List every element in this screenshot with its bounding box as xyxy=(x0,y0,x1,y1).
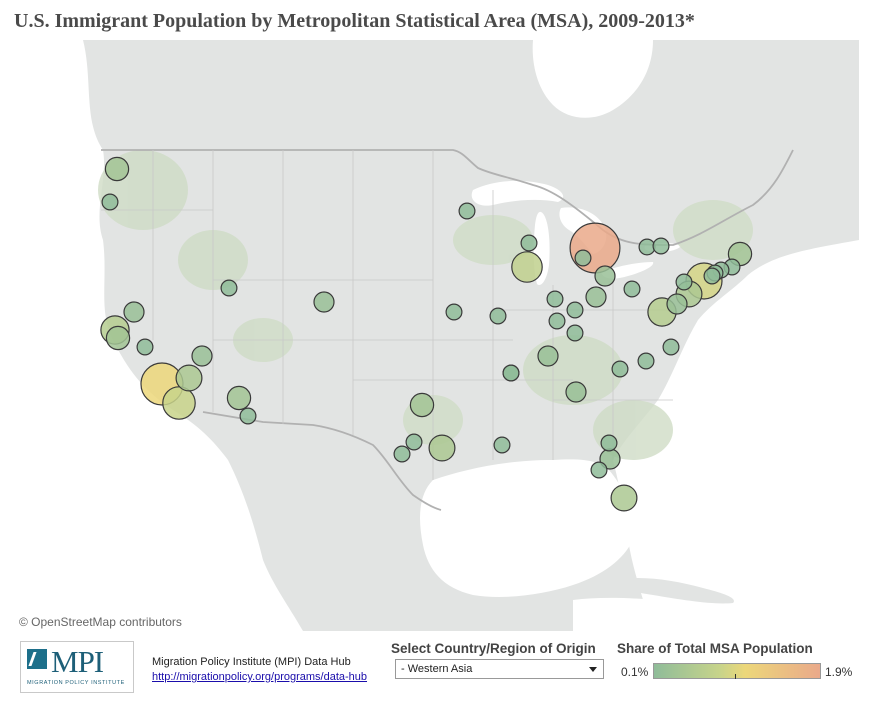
msa-marker-dallas[interactable] xyxy=(409,392,435,418)
pacific-ocean xyxy=(13,40,303,631)
msa-marker-denver[interactable] xyxy=(313,291,335,313)
msa-marker-omaha[interactable] xyxy=(445,303,463,321)
msa-marker-tucson[interactable] xyxy=(239,407,257,425)
msa-marker-san-jose[interactable] xyxy=(105,325,131,351)
msa-marker-tampa[interactable] xyxy=(590,461,608,479)
msa-marker-rochester[interactable] xyxy=(652,237,670,255)
msa-marker-portland[interactable] xyxy=(101,193,119,211)
us-mexico-border xyxy=(202,411,442,511)
msa-marker-san-diego[interactable] xyxy=(162,386,196,420)
msa-marker-cleveland[interactable] xyxy=(594,265,616,287)
msa-marker-minneapolis[interactable] xyxy=(458,202,476,220)
msa-marker-bridgeport[interactable] xyxy=(703,267,721,285)
msa-marker-columbus[interactable] xyxy=(585,286,607,308)
msa-marker-raleigh[interactable] xyxy=(637,352,655,370)
legend-title: Share of Total MSA Population xyxy=(617,641,813,656)
msa-marker-las-vegas[interactable] xyxy=(191,345,213,367)
msa-marker-louisville[interactable] xyxy=(566,324,584,342)
cuba xyxy=(613,577,734,604)
caribbean-sea xyxy=(573,597,859,631)
origin-select-value: - Western Asia xyxy=(401,663,473,675)
msa-marker-toledo[interactable] xyxy=(574,249,592,267)
msa-marker-san-antonio[interactable] xyxy=(393,445,411,463)
msa-marker-kansas-city[interactable] xyxy=(489,307,507,325)
msa-marker-baltimore[interactable] xyxy=(666,293,688,315)
msa-marker-riverside[interactable] xyxy=(175,364,203,392)
msa-marker-pittsburgh[interactable] xyxy=(623,280,641,298)
msa-markers xyxy=(100,156,753,512)
msa-marker-fresno[interactable] xyxy=(136,338,154,356)
msa-marker-charlotte[interactable] xyxy=(611,360,629,378)
origin-select-label: Select Country/Region of Origin xyxy=(391,641,596,656)
msa-marker-salt-lake-city[interactable] xyxy=(220,279,238,297)
chevron-down-icon xyxy=(589,667,597,672)
data-hub-name: Migration Policy Institute (MPI) Data Hu… xyxy=(152,656,351,668)
msa-marker-sacramento[interactable] xyxy=(123,301,145,323)
msa-marker-milwaukee[interactable] xyxy=(520,234,538,252)
msa-marker-richmond[interactable] xyxy=(662,338,680,356)
data-hub-link[interactable]: http://migrationpolicy.org/programs/data… xyxy=(152,671,368,683)
mpi-logo-subtext: MIGRATION POLICY INSTITUTE xyxy=(27,680,125,686)
legend-color-ramp xyxy=(653,663,821,679)
msa-marker-austin[interactable] xyxy=(405,433,423,451)
msa-marker-oklahoma-city[interactable] xyxy=(502,364,520,382)
map-attribution[interactable]: © OpenStreetMap contributors xyxy=(17,615,184,629)
msa-marker-houston[interactable] xyxy=(428,434,456,462)
mpi-logo[interactable]: MPI MIGRATION POLICY INSTITUTE xyxy=(20,641,134,693)
legend-max-label: 1.9% xyxy=(825,665,853,679)
msa-marker-miami[interactable] xyxy=(610,484,638,512)
msa-marker-atlanta[interactable] xyxy=(565,381,587,403)
msa-marker-seattle[interactable] xyxy=(104,156,130,182)
page-title: U.S. Immigrant Population by Metropolita… xyxy=(14,10,695,32)
msa-marker-st-louis[interactable] xyxy=(548,312,566,330)
msa-marker-buffalo[interactable] xyxy=(638,238,656,256)
legend-min-label: 0.1% xyxy=(621,665,649,679)
msa-marker-detroit[interactable] xyxy=(569,222,621,274)
msa-marker-indianapolis[interactable] xyxy=(546,290,564,308)
msa-marker-chicago[interactable] xyxy=(511,251,543,283)
origin-select-dropdown[interactable]: - Western Asia xyxy=(395,659,604,679)
gulf-of-mexico xyxy=(420,459,635,597)
msa-marker-phoenix[interactable] xyxy=(226,385,252,411)
mpi-logo-text: MPI xyxy=(51,644,104,679)
msa-marker-jacksonville[interactable] xyxy=(600,434,618,452)
map-view[interactable]: © OpenStreetMap contributors xyxy=(13,40,859,631)
hudson-bay xyxy=(532,40,653,118)
legend-tick xyxy=(735,674,736,679)
msa-marker-cincinnati[interactable] xyxy=(566,301,584,319)
msa-marker-nashville[interactable] xyxy=(537,345,559,367)
msa-marker-new-orleans[interactable] xyxy=(493,436,511,454)
atlantic-ocean xyxy=(613,240,859,631)
mpi-logo-mark-icon xyxy=(27,649,47,669)
map-canvas[interactable] xyxy=(13,40,859,631)
msa-marker-allentown[interactable] xyxy=(675,273,693,291)
